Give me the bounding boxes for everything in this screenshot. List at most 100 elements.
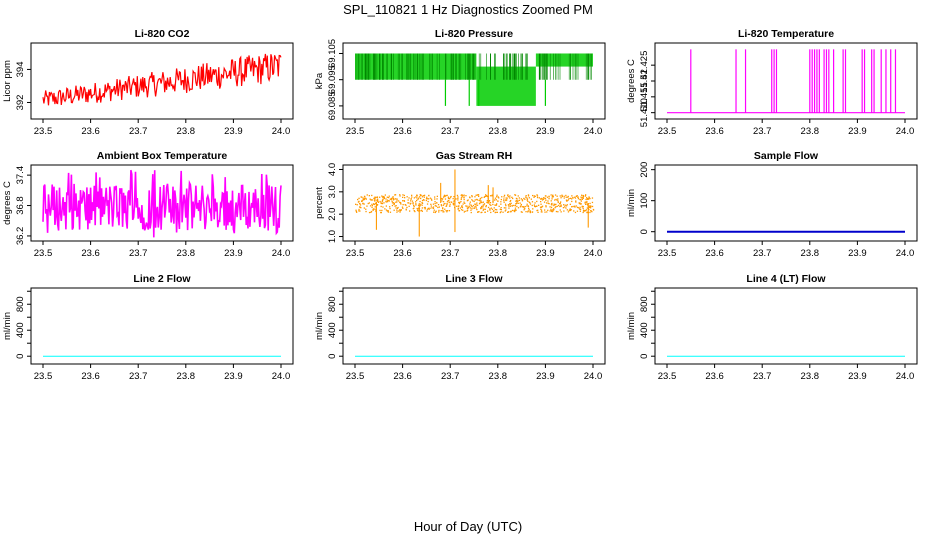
rh-point [435,210,437,212]
rh-point [486,195,488,197]
rh-point [532,208,534,210]
rh-point [469,203,471,205]
rh-point [473,207,476,209]
rh-point [468,205,470,207]
rh-point [381,199,384,201]
rh-point [505,209,507,211]
rh-point [486,200,488,202]
rh-point [427,198,429,200]
rh-point [582,196,584,199]
y-tick-label: 0 [639,229,650,234]
rh-point [374,196,376,198]
rh-point [419,194,421,196]
rh-point [460,197,463,199]
plot-frame [30,164,294,242]
rh-point [541,206,543,208]
rh-point [517,200,519,202]
rh-point [458,202,461,205]
rh-point [569,203,571,205]
rh-point [574,196,576,198]
x-tick-label: 23.7 [441,126,460,137]
rh-point [583,210,585,212]
x-tick-label: 23.6 [393,126,412,137]
rh-point [520,198,522,200]
rh-point [516,198,518,200]
rh-point [415,201,417,203]
rh-point [390,199,393,201]
rh-point [571,200,573,203]
rh-point [468,206,470,208]
rh-point [373,203,375,205]
rh-point [357,198,359,201]
rh-point [499,208,501,210]
rh-point [465,205,467,207]
rh-point [479,198,481,200]
rh-point [376,204,378,206]
rh-point [407,202,409,204]
panel-title: Sample Flow [754,150,819,162]
rh-point [453,200,455,202]
rh-point [564,204,566,206]
rh-point [523,206,525,209]
rh-point [387,211,389,213]
y-tick-label: 800 [639,296,650,312]
rh-point [440,197,442,200]
rh-point [406,196,408,198]
rh-point [421,201,423,204]
rh-point [452,198,454,200]
rh-point [518,197,520,199]
rh-point [391,200,393,203]
rh-point [498,205,500,207]
rh-point [505,205,507,207]
rh-point [428,194,430,197]
x-tick-label: 23.9 [536,248,555,259]
rh-point [461,196,463,198]
rh-point [471,206,473,208]
rh-point [490,204,492,206]
rh-point [504,210,506,212]
rh-point [584,195,587,197]
rh-point [365,210,367,213]
rh-point [363,195,366,197]
x-tick-label: 23.7 [441,371,460,382]
rh-point [478,211,480,213]
x-tick-label: 23.7 [753,126,772,137]
rh-point [582,195,584,197]
rh-point [361,196,363,198]
plot-frame [30,287,294,365]
rh-point [548,198,550,200]
rh-point [524,198,526,200]
rh-point [475,203,477,205]
rh-point [381,195,383,197]
rh-point [397,210,399,212]
rh-point [582,207,584,209]
rh-point [419,205,421,207]
rh-point [410,198,412,200]
rh-point [580,198,582,201]
y-tick-label: 51.410 [639,98,650,127]
y-tick-label: 3.0 [327,185,338,198]
rh-point [525,196,527,198]
rh-point [458,201,460,204]
rh-point [441,200,443,202]
rh-point [514,205,516,207]
rh-point [561,195,563,197]
panel-title: Li-820 Pressure [435,28,513,40]
rh-point [527,211,529,213]
rh-point [443,194,446,196]
panel-title: Ambient Box Temperature [97,150,228,162]
rh-point [515,202,518,205]
rh-point [519,206,522,208]
rh-point [528,197,530,199]
rh-point [526,203,528,205]
rh-point [494,197,497,199]
rh-point [525,211,527,213]
rh-point [443,203,445,205]
rh-point [428,198,430,200]
rh-point [473,200,475,203]
rh-point [571,195,573,197]
x-tick-label: 23.8 [489,371,508,382]
rh-point [363,207,365,209]
rh-point [429,197,432,199]
rh-point [421,210,423,212]
